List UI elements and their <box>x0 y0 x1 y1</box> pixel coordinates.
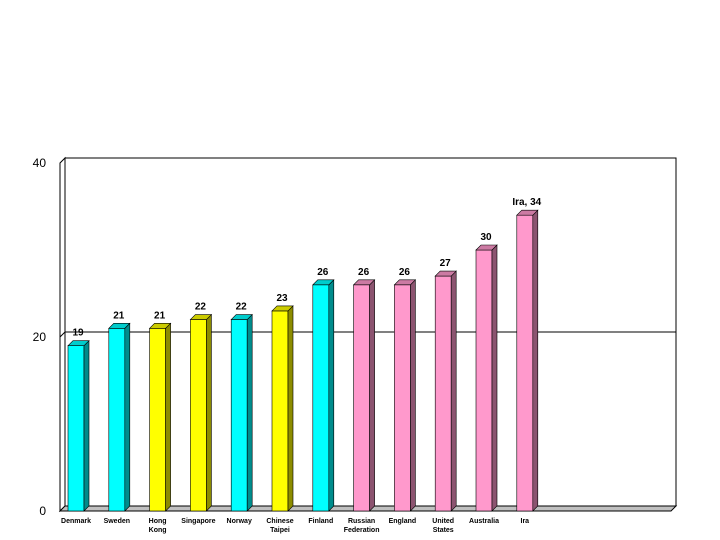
bar-top <box>434 270 457 277</box>
x-tick-label: Russian <box>348 518 375 525</box>
bar-value-label: 26 <box>358 267 370 278</box>
x-tick-label: Singapore <box>181 518 215 525</box>
bar-top <box>189 314 213 320</box>
bar-top <box>230 314 253 320</box>
bar-top <box>108 322 131 329</box>
x-tick-label: Taipei <box>270 527 290 534</box>
bar-top <box>148 322 172 329</box>
bar-top <box>475 244 498 251</box>
bar-value-label: Ira, 34 <box>512 197 541 208</box>
bar-value-label: 22 <box>195 302 207 313</box>
bar-side <box>450 270 457 512</box>
bar-front <box>190 319 207 512</box>
value-labels-group: 19 21 21 22 22 23 26 26 26 27 30 Ira, 34 <box>72 197 541 339</box>
bar <box>67 339 90 512</box>
x-tick-label: Kong <box>149 527 167 534</box>
x-tick-label: Finland <box>308 518 333 525</box>
x-tick-label: Chinese <box>266 518 293 525</box>
bar-value-label: 19 <box>72 328 84 339</box>
x-tick-label: Federation <box>344 527 380 534</box>
bar-value-label: 23 <box>276 293 288 304</box>
bar-value-label: 30 <box>480 232 492 243</box>
bar <box>108 322 131 512</box>
x-tick-label: Norway <box>227 518 252 525</box>
y-tick-label: 0 <box>39 504 46 518</box>
bar-value-label: 27 <box>440 258 452 269</box>
bar <box>475 244 498 512</box>
bars-group <box>67 209 539 512</box>
bar-side <box>206 313 212 512</box>
bar <box>271 305 294 512</box>
bar-side <box>369 279 375 512</box>
bar-side <box>246 313 253 512</box>
bar-front <box>434 275 452 512</box>
bar-top <box>352 279 376 286</box>
bar-value-label: 22 <box>236 302 248 313</box>
bar <box>148 322 172 512</box>
bar-side <box>124 322 131 512</box>
x-tick-label: Sweden <box>104 518 130 525</box>
y-axis: 0 20 40 <box>33 156 47 518</box>
bar-side <box>287 305 294 512</box>
bar-front <box>475 249 493 512</box>
x-tick-label: Hong <box>149 518 167 525</box>
bar-value-label: 26 <box>399 267 411 278</box>
bar-value-label: 26 <box>317 267 329 278</box>
y-tick-label: 40 <box>33 156 47 170</box>
bar-front <box>271 310 289 512</box>
bar-front <box>353 284 370 512</box>
x-tick-label: Ira <box>521 518 530 525</box>
bar <box>516 209 539 512</box>
bar-side <box>165 322 171 512</box>
bar-top <box>67 340 90 347</box>
x-tick-label: United <box>432 518 454 525</box>
bar-front <box>394 284 411 512</box>
bar-value-label: 21 <box>113 310 125 321</box>
bar-top <box>312 279 335 286</box>
bar <box>352 279 376 512</box>
y-tick-label: 20 <box>33 330 47 344</box>
bar-top <box>393 279 417 286</box>
bar-side <box>532 209 539 512</box>
bar-front <box>67 345 85 512</box>
bar-side <box>328 279 335 512</box>
bar-front <box>230 319 248 512</box>
bar <box>230 313 253 512</box>
bar-value-label: 21 <box>154 310 166 321</box>
bar <box>393 279 417 512</box>
bar <box>312 279 335 512</box>
bar-top <box>271 305 294 312</box>
category-labels-group: Denmark Sweden Hong Kong Singapore Norway Chin… <box>61 518 529 534</box>
bar-top <box>516 209 539 216</box>
bar-front <box>516 214 534 512</box>
bar-front <box>312 284 330 512</box>
bar-front <box>149 327 166 512</box>
bar <box>434 270 457 512</box>
x-tick-label: States <box>433 527 454 534</box>
x-tick-label: Australia <box>469 518 499 525</box>
bar <box>189 313 213 512</box>
bar-side <box>83 339 90 512</box>
x-tick-label: England <box>389 518 417 525</box>
x-tick-label: Denmark <box>61 518 91 525</box>
reference-line-side <box>59 331 66 338</box>
bar-side <box>491 244 498 512</box>
bar-side <box>410 279 416 512</box>
bar-front <box>108 327 126 512</box>
